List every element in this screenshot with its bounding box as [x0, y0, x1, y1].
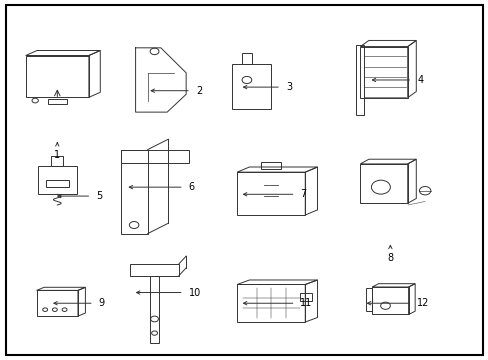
Text: 7: 7: [300, 189, 306, 199]
Text: 2: 2: [196, 86, 202, 96]
Text: 6: 6: [188, 182, 194, 192]
Text: 11: 11: [300, 298, 312, 308]
Text: 5: 5: [96, 191, 102, 201]
Text: 3: 3: [285, 82, 291, 92]
Text: 9: 9: [99, 298, 104, 308]
Text: 8: 8: [386, 253, 393, 263]
Text: 10: 10: [188, 288, 201, 297]
Text: 12: 12: [416, 298, 428, 308]
Text: 4: 4: [416, 75, 423, 85]
Text: 1: 1: [54, 150, 60, 159]
